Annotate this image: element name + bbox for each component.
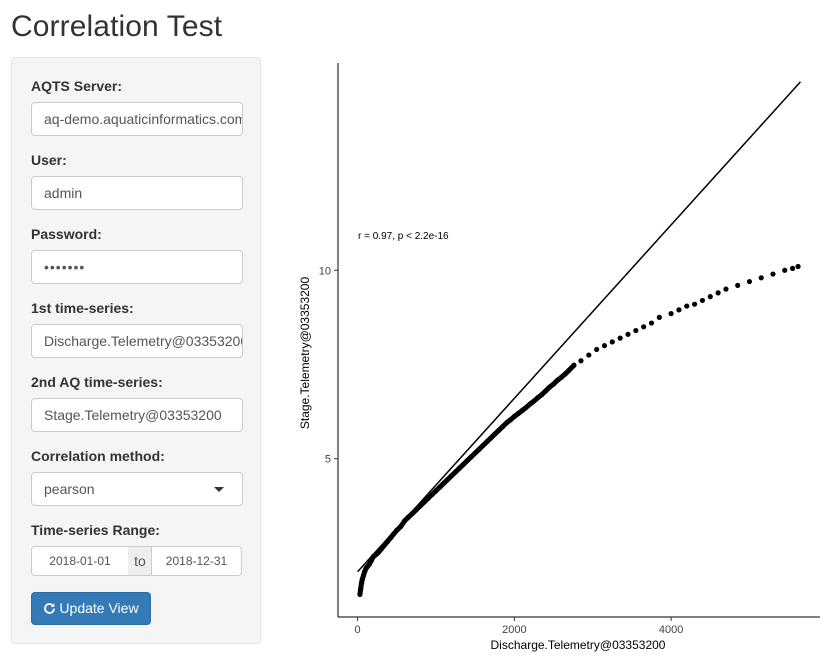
date-start-input[interactable]: 2018-01-01: [31, 546, 129, 576]
x-tick-label: 4000: [659, 624, 683, 636]
server-field-group: AQTS Server: aq-demo.aquaticinformatics.…: [31, 76, 243, 136]
data-point: [676, 307, 682, 313]
update-view-button[interactable]: Update View: [31, 592, 151, 625]
data-point: [795, 263, 801, 270]
refresh-icon: [44, 603, 56, 614]
user-label: User:: [31, 152, 67, 168]
y-axis-label: Stage.Telemetry@03353200: [298, 277, 312, 430]
range-label: Time-series Range:: [31, 522, 160, 538]
password-label: Password:: [31, 226, 102, 242]
date-range-input: 2018-01-01 to 2018-12-31: [31, 546, 242, 576]
x-axis-label: Discharge.Telemetry@03353200: [491, 638, 666, 652]
user-input[interactable]: admin: [31, 176, 243, 210]
data-point: [782, 267, 788, 273]
data-point: [601, 343, 608, 349]
data-point: [594, 346, 600, 353]
data-point: [609, 339, 615, 345]
data-point: [668, 311, 674, 317]
sidebar-panel: AQTS Server: aq-demo.aquaticinformatics.…: [11, 57, 261, 644]
date-end-input[interactable]: 2018-12-31: [151, 546, 242, 576]
update-view-label: Update View: [59, 600, 139, 616]
data-point: [723, 286, 729, 292]
page-title: Correlation Test: [11, 10, 223, 43]
y-tick-label: 10: [319, 265, 331, 277]
data-point: [770, 271, 776, 277]
data-point: [625, 331, 631, 337]
method-field-group: Correlation method: pearson: [31, 446, 243, 506]
data-point: [707, 294, 713, 300]
data-point: [758, 275, 764, 281]
ts1-input[interactable]: Discharge.Telemetry@03353200: [31, 324, 243, 358]
range-field-group: Time-series Range: 2018-01-01 to 2018-12…: [31, 520, 243, 576]
data-point: [641, 324, 647, 330]
x-tick-label: 2000: [502, 624, 526, 636]
correlation-annotation: r = 0.97, p < 2.2e-16: [358, 231, 449, 242]
password-input[interactable]: •••••••: [31, 250, 243, 284]
data-point: [692, 301, 698, 307]
data-dense-trace: [357, 362, 577, 597]
data-point: [699, 297, 706, 304]
data-point: [715, 290, 721, 296]
ts2-label: 2nd AQ time-series:: [31, 374, 163, 390]
data-point: [735, 282, 741, 288]
method-select[interactable]: pearson: [31, 472, 243, 506]
caret-down-icon: [214, 487, 224, 492]
data-point: [617, 335, 623, 341]
ts2-field-group: 2nd AQ time-series: Stage.Telemetry@0335…: [31, 372, 243, 432]
data-point: [656, 314, 662, 320]
method-selected-value: pearson: [44, 481, 95, 497]
x-tick-label: 0: [355, 624, 361, 636]
data-point: [684, 303, 690, 309]
data-point: [633, 327, 639, 334]
method-label: Correlation method:: [31, 448, 165, 464]
data-point: [586, 352, 592, 358]
data-point: [746, 278, 753, 285]
server-input[interactable]: aq-demo.aquaticinformatics.com: [31, 102, 243, 136]
data-point: [578, 358, 584, 364]
ts1-label: 1st time-series:: [31, 300, 134, 316]
data-point: [789, 265, 796, 271]
y-tick-label: 5: [325, 454, 331, 466]
correlation-scatter-plot: r = 0.97, p < 2.2e-16 Discharge.Telemetr…: [298, 63, 820, 652]
ts2-input[interactable]: Stage.Telemetry@03353200: [31, 398, 243, 432]
fit-line: [357, 81, 801, 573]
ts1-field-group: 1st time-series: Discharge.Telemetry@033…: [31, 298, 243, 358]
server-label: AQTS Server:: [31, 78, 123, 94]
password-field-group: Password: •••••••: [31, 224, 243, 284]
user-field-group: User: admin: [31, 150, 243, 210]
data-point: [648, 320, 655, 326]
date-range-separator: to: [128, 546, 152, 576]
